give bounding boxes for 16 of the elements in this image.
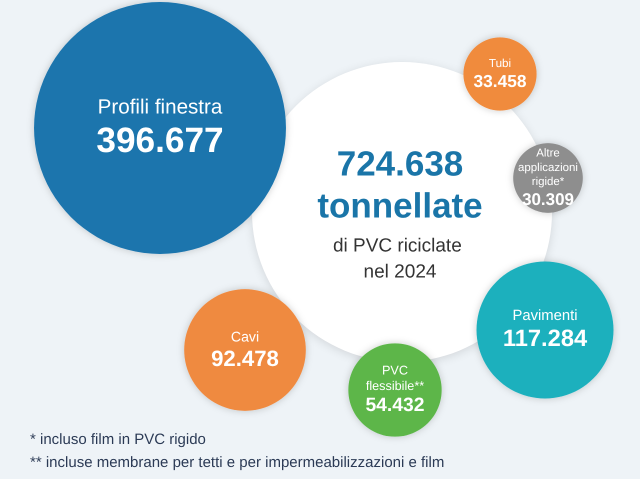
data-label: 92.478 bbox=[211, 346, 279, 372]
category-label: Pavimenti bbox=[512, 308, 578, 324]
category-label: Profili finestra bbox=[98, 95, 223, 118]
text: 724.638 tonnellate bbox=[317, 144, 483, 226]
data-label: 54.432 bbox=[365, 395, 425, 416]
category-label: Altre applicazioni rigide* bbox=[518, 148, 578, 188]
category-label: Cavi bbox=[230, 328, 260, 345]
text: ** incluse membrane per tetti e per impermeabilizzazioni e film bbox=[30, 453, 444, 473]
data-label: 30.309 bbox=[522, 190, 574, 209]
data-label: 33.458 bbox=[474, 71, 527, 92]
text: di PVC riciclate nel 2024 bbox=[332, 236, 468, 282]
category-label: Tubi bbox=[488, 57, 512, 70]
category-label: PVC flessibile** bbox=[366, 364, 424, 394]
data-label: 396.677 bbox=[96, 121, 224, 160]
data-label: 117.284 bbox=[502, 326, 588, 352]
text: * incluso film in PVC rigido bbox=[30, 430, 207, 450]
